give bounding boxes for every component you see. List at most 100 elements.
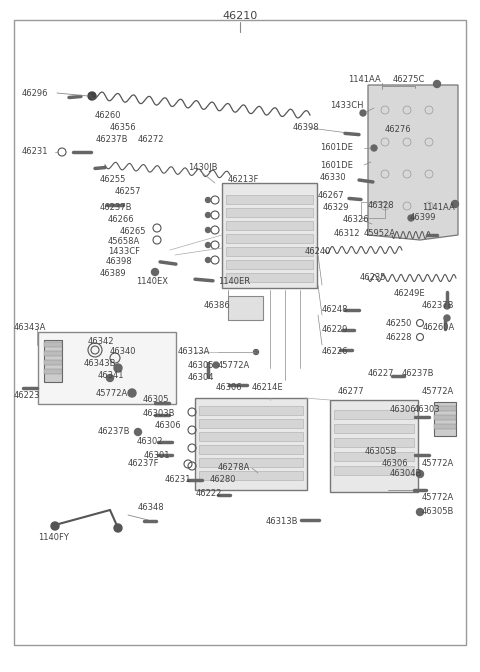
Text: 46305: 46305 [143,396,169,405]
Circle shape [51,522,59,530]
Bar [222,183,317,288]
Text: 46304B: 46304B [390,470,422,478]
Text: 46229: 46229 [322,325,348,335]
Text: 46231: 46231 [165,476,192,485]
Text: 46277: 46277 [338,388,365,396]
Text: 46266: 46266 [108,214,134,224]
Bar [228,296,263,320]
Circle shape [128,389,136,397]
Text: 46248: 46248 [322,306,348,314]
Text: 46276: 46276 [385,126,412,134]
Circle shape [152,269,158,276]
Text: 46306: 46306 [382,458,408,468]
Bar [44,360,62,365]
Circle shape [205,212,211,218]
Bar [199,458,303,467]
Text: 46257: 46257 [115,187,142,196]
Bar [330,400,418,492]
Bar [199,419,303,428]
Bar [226,195,313,204]
Text: 46326: 46326 [343,216,370,224]
Bar [226,208,313,217]
Circle shape [107,374,113,382]
Circle shape [360,110,366,116]
Text: 46303B: 46303B [143,409,176,417]
Text: 46278A: 46278A [218,462,251,472]
Bar [226,234,313,243]
Text: 46275C: 46275C [393,75,425,85]
Text: 45772A: 45772A [422,493,454,501]
Bar [334,424,414,433]
Text: 46398: 46398 [106,257,132,267]
Text: 46272: 46272 [138,134,165,144]
Bar [434,406,456,411]
Bar [226,221,313,230]
Polygon shape [368,85,458,240]
Text: 45772A: 45772A [422,460,454,468]
Text: 46280: 46280 [210,476,237,485]
Text: 46343A: 46343A [14,323,47,333]
Bar [195,398,307,490]
Text: 46265: 46265 [120,226,146,235]
Text: 46267: 46267 [318,192,345,200]
Text: 46260: 46260 [95,110,121,120]
Circle shape [253,349,259,355]
Text: 46237B: 46237B [100,202,132,212]
Text: 46214E: 46214E [252,384,284,392]
Circle shape [444,303,450,309]
Bar [334,410,414,419]
Bar [434,424,456,429]
Bar [199,406,303,415]
Text: 46250: 46250 [386,319,412,327]
Text: 46301: 46301 [144,450,170,460]
Bar [44,351,62,356]
Circle shape [88,92,96,100]
Text: 46304: 46304 [188,374,215,382]
Circle shape [213,362,219,368]
Circle shape [417,470,423,478]
Bar [44,369,62,374]
Circle shape [444,315,450,321]
Bar [334,438,414,447]
Text: 46389: 46389 [100,269,127,278]
Text: 45772A: 45772A [218,360,250,370]
Circle shape [452,200,458,208]
Text: 1141AA: 1141AA [348,75,381,85]
Text: 46260A: 46260A [423,323,455,333]
Circle shape [205,243,211,247]
Text: 46237B: 46237B [98,427,131,437]
Bar [226,260,313,269]
Circle shape [205,257,211,263]
Text: 46305B: 46305B [365,448,397,456]
Text: 46227: 46227 [368,368,395,378]
Text: 1433CH: 1433CH [330,101,363,110]
Text: 46237B: 46237B [402,368,434,378]
Text: 46228: 46228 [386,333,412,341]
Bar [334,466,414,475]
Circle shape [417,509,423,515]
Circle shape [134,429,142,435]
Text: 46348: 46348 [138,503,165,513]
Text: 46226: 46226 [322,347,348,357]
Text: 1141AA: 1141AA [422,202,455,212]
Bar [361,202,385,218]
Circle shape [205,198,211,202]
Text: 46343B: 46343B [84,360,117,368]
Text: 1140FY: 1140FY [38,534,69,542]
Text: 1601DE: 1601DE [320,144,353,153]
Circle shape [371,145,377,151]
Bar [199,445,303,454]
Text: 46340: 46340 [110,347,136,357]
Text: 46306: 46306 [155,421,181,429]
Text: 46398: 46398 [293,124,320,132]
Circle shape [408,215,414,221]
Bar [199,432,303,441]
Text: 46313A: 46313A [178,347,210,357]
Bar [44,342,62,347]
Text: 46223: 46223 [14,390,40,399]
Text: 46302: 46302 [137,437,164,446]
Text: 45658A: 45658A [108,237,140,245]
Bar [334,452,414,461]
Text: 45772A: 45772A [422,388,454,396]
Bar [434,402,456,436]
